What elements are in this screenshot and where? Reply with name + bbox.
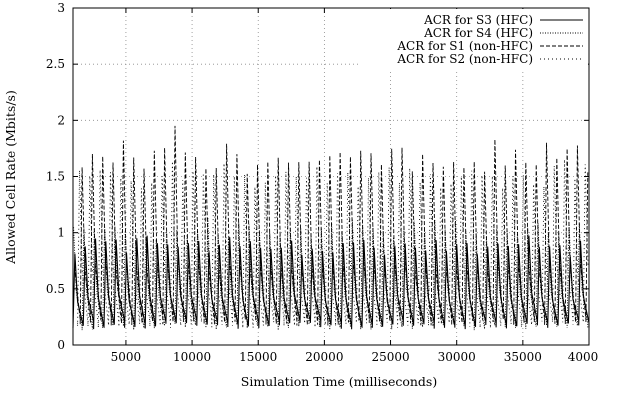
y-tick-label: 1 <box>57 226 65 240</box>
y-tick-label: 0 <box>57 338 65 352</box>
legend-label: ACR for S2 (non-HFC) <box>396 52 533 66</box>
series-line-2 <box>73 217 589 331</box>
legend-label: ACR for S4 (HFC) <box>423 26 533 40</box>
y-tick-label: 0.5 <box>46 282 65 296</box>
y-tick-label: 1.5 <box>46 170 65 184</box>
x-tick-label: 35000 <box>504 350 542 364</box>
x-tick-label: 4000 <box>568 350 599 364</box>
legend-background <box>360 9 588 71</box>
legend-label: ACR for S1 (non-HFC) <box>396 39 533 53</box>
x-tick-label: 15000 <box>239 350 277 364</box>
x-tick-label: 25000 <box>371 350 409 364</box>
series-line-3 <box>74 125 589 326</box>
legend: ACR for S3 (HFC)ACR for S4 (HFC)ACR for … <box>360 9 588 71</box>
x-tick-label: 20000 <box>305 350 343 364</box>
x-axis-label: Simulation Time (milliseconds) <box>241 374 437 389</box>
x-tick-label: 10000 <box>173 350 211 364</box>
series-lines <box>72 125 590 331</box>
x-tick-label: 30000 <box>438 350 476 364</box>
y-tick-label: 2.5 <box>46 57 65 71</box>
y-axis-label: Allowed Cell Rate (Mbits/s) <box>3 90 18 265</box>
series-line-1 <box>72 235 590 330</box>
x-tick-label: 5000 <box>111 350 142 364</box>
y-tick-label: 3 <box>57 1 65 15</box>
y-tick-label: 2 <box>57 113 65 127</box>
legend-label: ACR for S3 (HFC) <box>423 13 533 27</box>
